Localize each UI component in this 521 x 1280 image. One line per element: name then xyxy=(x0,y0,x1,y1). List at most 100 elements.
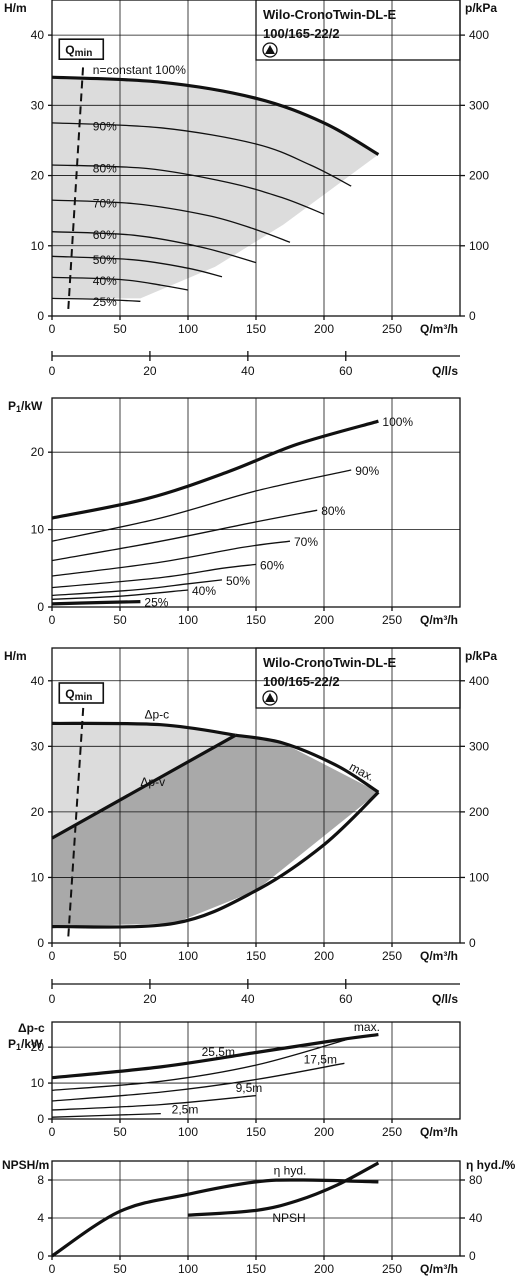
y2-tick-label: 300 xyxy=(469,739,489,753)
series-min xyxy=(51,791,380,929)
x-tick-label: 50 xyxy=(113,1262,127,1276)
series-90- xyxy=(51,122,352,187)
x-axis-label: Q/m³/h xyxy=(420,949,458,963)
y-tick-label: 30 xyxy=(31,98,45,112)
series-70- xyxy=(51,540,291,577)
x-tick-label: 100 xyxy=(178,1125,198,1139)
y2-tick-label: 80 xyxy=(469,1173,483,1187)
x-tick-label: 50 xyxy=(113,613,127,627)
series-label-7: 25% xyxy=(93,295,117,309)
flow-tick-label: 0 xyxy=(49,992,56,1006)
y-tick-label: 20 xyxy=(31,445,45,459)
x-tick-label: 0 xyxy=(49,949,56,963)
series-70- xyxy=(51,199,291,243)
qmin-box xyxy=(58,38,105,61)
y-tick-label: 10 xyxy=(31,523,45,537)
series-40- xyxy=(51,589,189,600)
x-tick-label: 150 xyxy=(246,613,266,627)
y2-tick-label: 200 xyxy=(469,805,489,819)
series-label-3: 70% xyxy=(93,197,117,211)
series--hyd- xyxy=(51,1178,379,1258)
product-title-box xyxy=(255,647,461,709)
y-tick-label: 0 xyxy=(37,936,44,950)
flow-tick-label: 40 xyxy=(241,364,255,378)
series-label-5: 50% xyxy=(93,253,117,267)
flow-ls-2-axis: 0 20 40 60 Q/l/s xyxy=(49,979,460,1006)
series-label-7: 25% xyxy=(144,596,168,610)
series-label-0: 100% xyxy=(382,415,413,429)
x-tick-label: 100 xyxy=(178,322,198,336)
dp-c-area xyxy=(52,723,236,839)
x-tick-label: 150 xyxy=(246,322,266,336)
y-tick-label: 20 xyxy=(31,169,45,183)
series-9-5m xyxy=(51,1094,257,1111)
series-label-3: 70% xyxy=(294,535,318,549)
series-25- xyxy=(51,297,141,302)
y2-tick-label: 40 xyxy=(469,1211,483,1225)
series-label-9-5: 9,5m xyxy=(236,1081,263,1095)
y-tick-label: 10 xyxy=(31,870,45,884)
y2-tick-label: 0 xyxy=(469,936,476,950)
series-label-2: 80% xyxy=(321,504,345,518)
series-n-constant-100- xyxy=(51,75,380,156)
flow-tick-label: 60 xyxy=(339,364,353,378)
y-tick-label: 20 xyxy=(31,805,45,819)
triangle-glyph xyxy=(265,693,275,702)
p1-speed-grid: 0 50 100 150 200 250 0 10 20 Q/m³/h xyxy=(31,397,461,627)
series-25- xyxy=(51,600,141,606)
series-label-2-5: 2,5m xyxy=(172,1103,199,1117)
x-tick-label: 200 xyxy=(314,1125,334,1139)
series-50- xyxy=(51,579,223,597)
flow-axis-label: Q/l/s xyxy=(432,992,458,1006)
x-tick-label: 250 xyxy=(382,613,402,627)
qmin-line xyxy=(67,63,85,310)
series-label-1: 90% xyxy=(93,119,117,133)
x-tick-label: 0 xyxy=(49,1125,56,1139)
x-tick-label: 50 xyxy=(113,322,127,336)
series-label-1: 90% xyxy=(355,464,379,478)
flow-axis-label: Q/l/s xyxy=(432,364,458,378)
x-tick-label: 150 xyxy=(246,1262,266,1276)
operating-area xyxy=(52,77,379,299)
y2-tick-label: 100 xyxy=(469,239,489,253)
x-tick-label: 0 xyxy=(49,322,56,336)
series-max- xyxy=(235,733,380,794)
x-axis-label: Q/m³/h xyxy=(420,613,458,627)
series-label-0: n=constant 100% xyxy=(93,63,186,77)
y-tick-label: 30 xyxy=(31,739,45,753)
y2-axis-label: p/kPa xyxy=(465,1,497,15)
x-tick-label: 200 xyxy=(314,949,334,963)
series-50- xyxy=(51,255,223,278)
x-tick-label: 200 xyxy=(314,613,334,627)
series-17-5m xyxy=(51,1062,345,1102)
x-tick-label: 200 xyxy=(314,322,334,336)
product-title: Wilo-CronoTwin-DL-E xyxy=(263,7,397,22)
flow-tick-label: 0 xyxy=(49,364,56,378)
product-subtitle: 100/165-22/2 xyxy=(263,26,340,41)
series-label-25-5: 25,5m xyxy=(202,1045,235,1059)
series--p-c xyxy=(51,721,236,737)
series-90- xyxy=(51,469,352,542)
x-tick-label: 150 xyxy=(246,1125,266,1139)
x-tick-label: 100 xyxy=(178,613,198,627)
y2-tick-label: 400 xyxy=(469,28,489,42)
series-label-5: 50% xyxy=(226,574,250,588)
series-100- xyxy=(51,419,379,520)
x-axis-label: Q/m³/h xyxy=(420,1262,458,1276)
series-80- xyxy=(51,509,318,562)
x-tick-label: 250 xyxy=(382,1262,402,1276)
y-tick-label: 8 xyxy=(37,1173,44,1187)
y2-tick-label: 200 xyxy=(469,169,489,183)
series-label-6: 40% xyxy=(192,584,216,598)
y-tick-label: 0 xyxy=(37,1249,44,1263)
flow-tick-label: 20 xyxy=(143,992,157,1006)
series--p-v xyxy=(51,733,237,840)
y-tick-label: 10 xyxy=(31,1076,45,1090)
y-axis-label: NPSH/m xyxy=(2,1158,49,1172)
series-label-dp-c: Δp-c xyxy=(144,707,169,721)
qmin-box xyxy=(58,682,105,704)
y-tick-label: 0 xyxy=(37,309,44,323)
x-tick-label: 0 xyxy=(49,1262,56,1276)
